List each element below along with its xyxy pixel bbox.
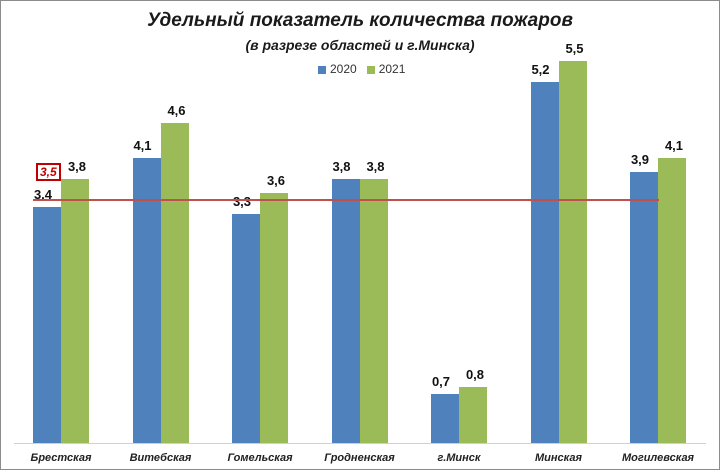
- chart-title: Удельный показатель количества пожаров: [147, 10, 573, 31]
- legend-item-2020: 2020: [318, 62, 357, 76]
- data-label: 0,8: [465, 367, 485, 383]
- data-label: 3,8: [366, 158, 385, 174]
- bar-2020: [530, 81, 559, 443]
- category-label: Гомельская: [227, 452, 293, 464]
- average-label: 3,5: [36, 163, 61, 181]
- category-label: Минская: [535, 452, 582, 464]
- data-label: 4,1: [133, 138, 152, 154]
- category-label: Могилевская: [621, 452, 695, 464]
- data-label: 3,8: [332, 158, 351, 174]
- chart-subtitle: (в разрезе областей и г.Минска): [245, 37, 475, 53]
- data-label: 3,9: [630, 151, 650, 167]
- bar-2021: [459, 387, 487, 443]
- data-label: 3,8: [67, 158, 87, 174]
- bar-2020: [331, 178, 360, 443]
- bar-2021: [160, 123, 189, 443]
- legend-item-2021: 2021: [366, 62, 405, 76]
- bar-2020: [132, 158, 161, 443]
- data-label: 4,6: [167, 103, 186, 119]
- data-label: 0,7: [431, 374, 451, 390]
- bar-2020: [232, 213, 260, 443]
- data-label: 4,1: [664, 138, 684, 154]
- category-label: г.Минск: [437, 452, 481, 464]
- bar-2021: [558, 60, 587, 443]
- legend: 2020 2021: [318, 62, 405, 76]
- data-label: 5,5: [565, 40, 584, 56]
- category-label: Гродненская: [324, 452, 395, 464]
- bar-2020: [33, 206, 61, 443]
- bar-2021: [61, 178, 89, 443]
- data-label: 3,4: [33, 186, 53, 202]
- average-line: [33, 199, 659, 201]
- category-label: Витебская: [129, 452, 192, 464]
- data-label: 3,3: [232, 193, 252, 209]
- bar-2021: [260, 192, 288, 443]
- category-label: Брестская: [30, 452, 92, 464]
- bar-2020: [431, 394, 459, 443]
- bar-2021: [359, 178, 388, 443]
- data-label: 5,2: [531, 61, 550, 77]
- x-axis: [14, 443, 706, 444]
- bar-2020: [630, 171, 658, 443]
- bar-2021: [658, 158, 686, 443]
- legend-swatch-2021: [366, 65, 375, 74]
- data-label: 3,6: [266, 172, 286, 188]
- legend-swatch-2020: [318, 65, 326, 74]
